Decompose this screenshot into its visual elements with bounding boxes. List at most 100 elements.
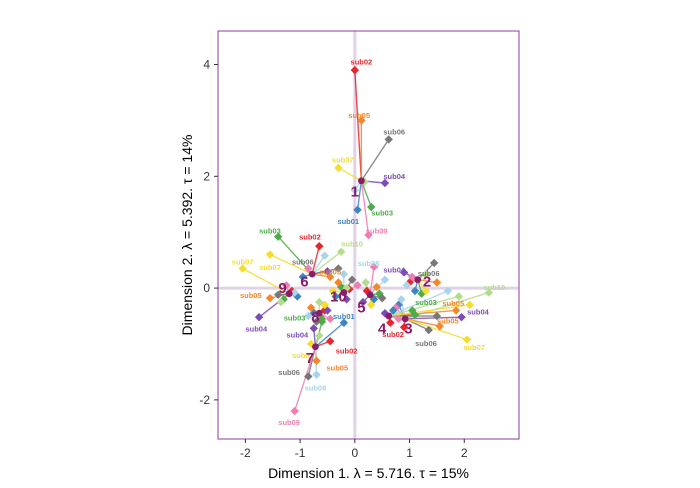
point-2-sub04 bbox=[399, 268, 409, 277]
x-tick-label: -1 bbox=[295, 446, 306, 460]
subject-label-sub04: sub04 bbox=[383, 172, 406, 181]
link-1-sub09 bbox=[360, 180, 370, 236]
stimulus-label-5: 5 bbox=[357, 300, 365, 317]
subject-label-sub02: sub02 bbox=[336, 347, 358, 356]
point-8-sub06 bbox=[312, 317, 321, 326]
point-3-sub05 bbox=[435, 321, 444, 331]
link-4-sub10 bbox=[388, 295, 459, 317]
subject-label-sub03: sub03 bbox=[284, 314, 306, 323]
y-tick-label: 4 bbox=[203, 58, 210, 72]
point-4-sub08 bbox=[443, 286, 453, 296]
subject-label-sub02: sub02 bbox=[351, 58, 373, 67]
plot-frame bbox=[217, 30, 520, 440]
point-9-sub07 bbox=[238, 264, 247, 273]
subject-label-sub05: sub05 bbox=[240, 291, 262, 300]
point-2-sub10 bbox=[421, 269, 431, 279]
subject-label-sub04: sub04 bbox=[467, 308, 490, 317]
point-2-sub01 bbox=[410, 286, 420, 296]
point-7-sub09 bbox=[290, 406, 299, 416]
point-5-sub05 bbox=[372, 282, 381, 292]
point-9-sub06 bbox=[274, 290, 283, 300]
link-6-sub08 bbox=[311, 255, 326, 275]
subject-label-sub06: sub06 bbox=[278, 368, 300, 377]
y-tick-label: 2 bbox=[203, 169, 210, 183]
centroid-points bbox=[285, 177, 422, 351]
point-6-sub09 bbox=[304, 264, 313, 273]
point-8-sub05 bbox=[306, 303, 316, 312]
point-1-sub05 bbox=[357, 116, 366, 125]
point-6-sub02 bbox=[315, 241, 324, 251]
point-10-sub04 bbox=[342, 295, 351, 304]
point-5-sub08 bbox=[380, 275, 390, 284]
point-6-sub06 bbox=[334, 264, 343, 273]
link-9-sub07 bbox=[242, 267, 290, 295]
point-2-sub08 bbox=[402, 281, 412, 290]
point-8-sub10 bbox=[315, 297, 324, 307]
point-9-sub08 bbox=[290, 288, 299, 297]
subject-label-sub05: sub05 bbox=[326, 363, 348, 372]
centroid-1 bbox=[357, 177, 365, 185]
point-10-sub09 bbox=[353, 281, 362, 290]
centroid-6 bbox=[308, 270, 316, 278]
stimulus-label-7: 7 bbox=[306, 350, 314, 367]
subject-labels: sub02 sub05 sub06 sub07 sub04 sub03 sub01 sub09… bbox=[232, 58, 505, 427]
subject-label-sub06: sub06 bbox=[383, 128, 405, 137]
subject-label-sub08: sub08 bbox=[305, 384, 327, 393]
point-4-sub05 bbox=[451, 306, 461, 315]
stimulus-label-10: 10 bbox=[330, 288, 347, 305]
subject-label-sub06: sub06 bbox=[292, 257, 314, 266]
subject-label-sub04: sub04 bbox=[383, 266, 406, 275]
point-7-sub08 bbox=[312, 370, 321, 379]
point-3-sub02 bbox=[399, 323, 409, 332]
link-1-sub06 bbox=[360, 139, 390, 182]
subject-label-sub01: sub01 bbox=[337, 217, 359, 226]
subject-label-sub04: sub04 bbox=[287, 330, 310, 339]
point-4-sub10 bbox=[454, 292, 463, 301]
point-5-sub06 bbox=[377, 293, 387, 303]
point-7-sub05 bbox=[312, 356, 321, 365]
x-axis-title: Dimension 1. λ = 5.716. τ = 15% bbox=[268, 465, 469, 481]
point-10-sub05 bbox=[334, 278, 343, 287]
centroid-3 bbox=[401, 315, 409, 323]
point-8-sub08 bbox=[304, 311, 313, 321]
subject-label-sub05: sub05 bbox=[319, 267, 341, 276]
y-axis-ticks: -2 0 2 4 bbox=[199, 58, 218, 407]
stimulus-label-1: 1 bbox=[351, 183, 359, 200]
x-tick-label: 1 bbox=[406, 446, 413, 460]
point-8-sub09 bbox=[325, 314, 335, 324]
subject-points bbox=[238, 65, 494, 416]
point-1-sub04 bbox=[380, 178, 390, 188]
point-9-sub05 bbox=[265, 293, 275, 303]
point-2-sub07 bbox=[421, 286, 431, 296]
link-6-sub07 bbox=[269, 253, 313, 275]
subject-label-sub02: sub02 bbox=[382, 330, 404, 339]
subject-label-sub07: sub07 bbox=[292, 351, 314, 360]
point-6-sub01 bbox=[298, 272, 308, 282]
link-7-sub01 bbox=[314, 322, 345, 348]
point-1-sub08 bbox=[350, 186, 360, 195]
y-tick-label: -2 bbox=[199, 393, 210, 407]
point-5-sub10 bbox=[361, 278, 370, 287]
x-tick-label: 0 bbox=[351, 446, 358, 460]
subject-label-sub10: sub10 bbox=[341, 239, 363, 248]
point-4-sub09 bbox=[394, 314, 403, 324]
point-4-sub01 bbox=[388, 306, 398, 315]
point-1-sub02 bbox=[350, 65, 360, 75]
stimulus-labels: 1 2 345 6 7 8 9 10 bbox=[278, 183, 431, 367]
point-9-sub10 bbox=[276, 297, 286, 307]
subject-label-sub07: sub07 bbox=[463, 343, 485, 352]
point-1-sub06 bbox=[384, 135, 393, 144]
link-7-sub09 bbox=[293, 346, 317, 412]
point-1-sub09 bbox=[364, 230, 373, 240]
stimulus-label-4: 4 bbox=[378, 320, 387, 337]
point-9-sub04 bbox=[254, 312, 264, 322]
point-10-sub08 bbox=[339, 269, 349, 279]
point-3-sub07 bbox=[462, 335, 472, 344]
point-6-sub03 bbox=[274, 232, 283, 241]
y-axis-title: Dimension 2. λ = 5.392. τ = 14% bbox=[179, 135, 195, 336]
link-6-sub10 bbox=[311, 251, 342, 275]
link-1-sub03 bbox=[360, 180, 372, 208]
stimulus-label-9: 9 bbox=[278, 280, 286, 297]
point-6-sub08 bbox=[320, 251, 329, 260]
point-2-sub05 bbox=[432, 278, 442, 287]
